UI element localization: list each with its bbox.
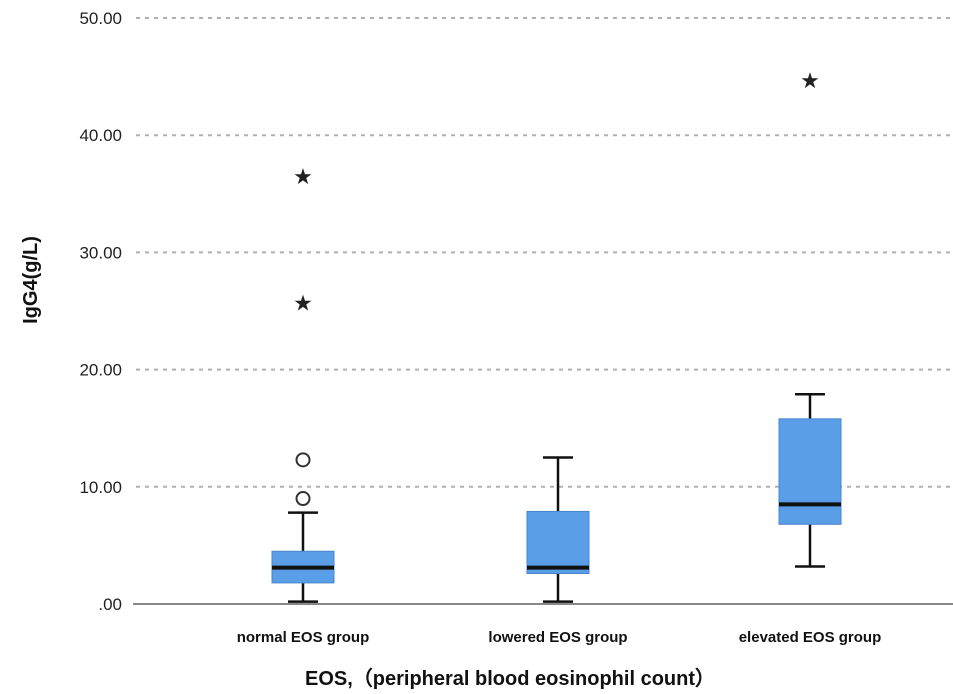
y-axis-title: IgG4(g/L) bbox=[20, 236, 42, 324]
outlier-point bbox=[295, 491, 311, 507]
boxes-layer: ★★★ bbox=[271, 69, 842, 603]
extreme-point: ★ bbox=[800, 69, 820, 94]
category-labels: normal EOS group lowered EOS group elevate… bbox=[237, 629, 882, 646]
outlier-point bbox=[295, 452, 311, 468]
category-label: elevated EOS group bbox=[739, 629, 882, 646]
extreme-point: ★ bbox=[293, 292, 313, 317]
y-tick-labels: .00 10.00 20.00 30.00 40.00 50.00 bbox=[79, 9, 122, 614]
box-group: ★★ bbox=[271, 165, 335, 603]
box-group bbox=[526, 456, 590, 603]
box-iqr bbox=[778, 418, 842, 525]
y-tick-label: 10.00 bbox=[79, 478, 122, 497]
y-tick-label: 50.00 bbox=[79, 9, 122, 28]
y-tick-label: 30.00 bbox=[79, 243, 122, 262]
x-axis-title: EOS,（peripheral blood eosinophil count） bbox=[305, 667, 715, 690]
box-iqr bbox=[526, 510, 590, 575]
y-tick-label: 40.00 bbox=[79, 126, 122, 145]
y-tick-label: 20.00 bbox=[79, 361, 122, 380]
category-label: lowered EOS group bbox=[488, 629, 627, 646]
extreme-point: ★ bbox=[293, 165, 313, 190]
box-group: ★ bbox=[778, 69, 842, 568]
y-tick-label: .00 bbox=[98, 595, 122, 614]
category-label: normal EOS group bbox=[237, 629, 370, 646]
grid-layer bbox=[136, 17, 953, 488]
